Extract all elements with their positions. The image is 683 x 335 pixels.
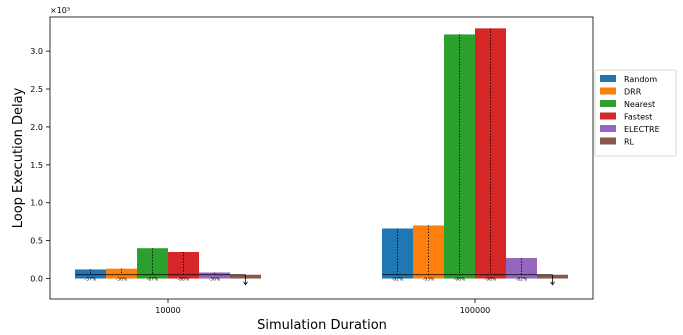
y-axis-label: Loop Execution Delay [11, 87, 26, 228]
legend-label-electre: ELECTRE [624, 125, 660, 134]
legend-label-drr: DRR [624, 88, 642, 97]
y-tick-label-3.0: 3.0 [30, 47, 43, 56]
legend-label-random: Random [624, 75, 657, 84]
y-tick-label-1.0: 1.0 [30, 199, 43, 208]
legend-swatch-random [600, 75, 616, 82]
legend-swatch-electre [600, 125, 616, 132]
reduction-label-drr-100000: -93% [423, 277, 435, 283]
reduction-label-nearest-100000: -98% [454, 277, 466, 283]
reduction-label-fastest-100000: -98% [485, 277, 497, 283]
legend-label-fastest: Fastest [624, 113, 652, 122]
plot-frame [49, 16, 594, 300]
bar-random-10000 [75, 269, 106, 279]
x-tick-label-100000: 100000 [460, 306, 491, 315]
reduction-label-electre-10000: -36% [209, 277, 221, 283]
x-tick-label-10000: 10000 [155, 306, 180, 315]
legend-swatch-nearest [600, 100, 616, 107]
bar-electre-10000 [199, 272, 230, 279]
y-tick-label-1.5: 1.5 [30, 161, 43, 170]
x-axis: 10000 100000 [155, 299, 490, 315]
legend-label-rl: RL [624, 138, 635, 147]
bar-fastest-100000 [475, 28, 506, 279]
y-scale-label: ×10³ [50, 6, 70, 15]
reduction-label-drr-10000: -56% [116, 277, 128, 283]
bar-drr-100000 [413, 225, 444, 279]
x-axis-label: Simulation Duration [257, 318, 387, 333]
legend-swatch-rl [600, 137, 616, 145]
bar-drr-10000 [106, 268, 137, 279]
annotations-group: -57% -56% -87% -86% -36% -92% -93% -98% -98% -82% [75, 28, 555, 286]
y-tick-label-2.0: 2.0 [30, 123, 43, 132]
y-tick-label-0.0: 0.0 [30, 275, 43, 284]
legend-label-nearest: Nearest [624, 100, 655, 109]
legend-swatch-fastest [600, 112, 616, 120]
y-tick-label-0.5: 0.5 [30, 237, 43, 246]
bar-nearest-100000 [444, 34, 475, 279]
legend-swatch-drr [600, 87, 616, 95]
legend: Random DRR Nearest Fastest ELECTRE RL [594, 69, 677, 157]
y-tick-label-2.5: 2.5 [30, 85, 43, 94]
y-axis: 0.0 0.5 1.0 1.5 2.0 2.5 3.0 [30, 47, 50, 284]
reduction-label-nearest-10000: -87% [147, 277, 159, 283]
reduction-label-random-10000: -57% [85, 277, 97, 283]
reduction-label-random-100000: -92% [392, 277, 404, 283]
arrow-head-10000 [243, 281, 248, 286]
arrow-head-100000 [550, 281, 555, 286]
reduction-label-electre-100000: -82% [516, 277, 528, 283]
reduction-label-fastest-10000: -86% [178, 277, 190, 283]
